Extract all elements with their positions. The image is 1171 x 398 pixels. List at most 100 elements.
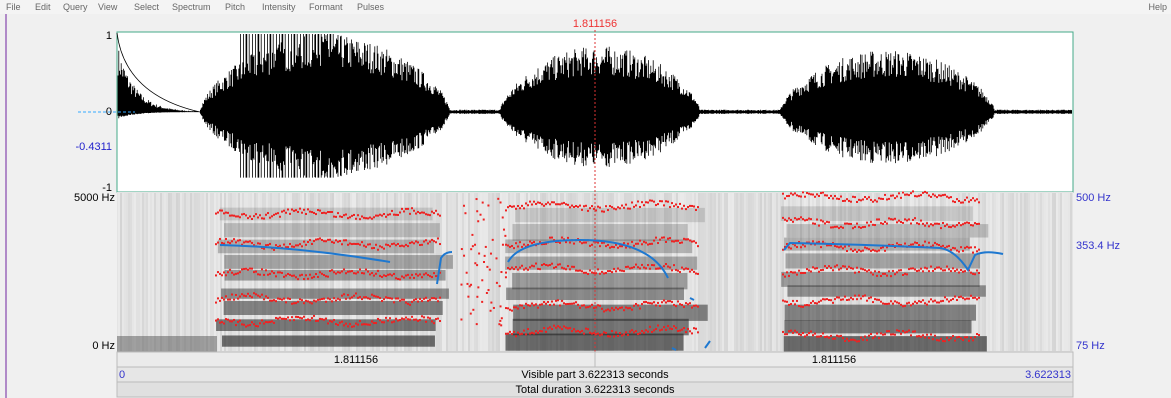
- formant-dot: [527, 269, 529, 271]
- formant-dot: [653, 301, 655, 303]
- formant-dot: [685, 238, 687, 240]
- formant-dot: [219, 322, 221, 324]
- formant-dot: [667, 238, 669, 240]
- spectral-noise: [134, 193, 136, 351]
- formant-dot: [958, 336, 960, 338]
- spectral-noise: [1004, 193, 1006, 351]
- formant-dot: [279, 245, 281, 247]
- freq-min: 0 Hz: [92, 340, 115, 352]
- formant-dot: [415, 240, 417, 242]
- formant-dot: [874, 199, 876, 201]
- formant-dot: [335, 323, 337, 325]
- formant-dot: [932, 193, 934, 195]
- formant-dot: [419, 212, 421, 214]
- pitch-min: 75 Hz: [1076, 340, 1105, 352]
- formant-dot: [667, 325, 669, 327]
- formant-dot: [641, 264, 643, 266]
- formant-dot: [788, 275, 790, 277]
- formant-dot: [411, 301, 413, 303]
- formant-dot: [391, 298, 393, 300]
- formant-dot: [505, 333, 507, 335]
- formant-dot: [259, 243, 261, 245]
- formant-dot: [611, 206, 613, 208]
- formant-dot: [507, 267, 509, 269]
- formant-dot: [886, 198, 888, 200]
- formant-dot: [697, 245, 699, 247]
- formant-dot: [315, 273, 317, 275]
- formant-dot: [814, 302, 816, 304]
- formant-dot: [794, 244, 796, 246]
- formant-dot: [635, 303, 637, 305]
- formant-dot: [531, 203, 533, 205]
- formant-dot: [802, 306, 804, 308]
- formant-dot: [605, 205, 607, 207]
- formant-dot: [976, 270, 978, 272]
- formant-dot: [920, 268, 922, 270]
- formant-dot: [683, 205, 685, 207]
- formant-dot: [257, 273, 259, 275]
- formant-dot: [297, 316, 299, 318]
- formant-dot: [952, 225, 954, 227]
- formant-dot: [385, 216, 387, 218]
- formant-dot: [235, 273, 237, 275]
- formant-dot: [361, 272, 363, 274]
- low-energy: [117, 336, 217, 352]
- spectral-noise: [1016, 193, 1018, 351]
- formant-dot: [403, 210, 405, 212]
- formant-dot: [549, 304, 551, 306]
- formant-dot: [267, 274, 269, 276]
- formant-dot: [279, 298, 281, 300]
- formant-dot: [541, 330, 543, 332]
- formant-dot: [467, 296, 469, 298]
- formant-dot: [387, 214, 389, 216]
- formant-dot: [245, 326, 247, 328]
- formant-dot: [543, 301, 545, 303]
- formant-dot: [822, 332, 824, 334]
- formant-dot: [515, 208, 517, 210]
- formant-dot: [978, 249, 980, 251]
- formant-dot: [559, 263, 561, 265]
- formant-dot: [407, 274, 409, 276]
- formant-dot: [219, 209, 221, 211]
- formant-dot: [912, 267, 914, 269]
- formant-dot: [693, 271, 695, 273]
- formant-dot: [896, 221, 898, 223]
- formant-dot: [898, 302, 900, 304]
- formant-dot: [511, 267, 513, 269]
- formant-dot: [966, 298, 968, 300]
- formant-dot: [607, 308, 609, 310]
- formant-dot: [952, 335, 954, 337]
- formant-dot: [918, 195, 920, 197]
- formant-dot: [423, 316, 425, 318]
- formant-dot: [836, 246, 838, 248]
- formant-dot: [850, 201, 852, 203]
- formant-dot: [502, 216, 504, 218]
- formant-dot: [962, 339, 964, 341]
- formant-dot: [856, 201, 858, 203]
- formant-dot: [521, 333, 523, 335]
- formant-dot: [531, 332, 533, 334]
- formant-dot: [625, 247, 627, 249]
- formant-dot: [225, 318, 227, 320]
- formant-dot: [629, 267, 631, 269]
- formant-dot: [261, 268, 263, 270]
- formant-dot: [567, 265, 569, 267]
- formant-dot: [812, 194, 814, 196]
- formant-dot: [876, 299, 878, 301]
- formant-dot: [824, 222, 826, 224]
- formant-dot: [914, 195, 916, 197]
- formant-dot: [671, 240, 673, 242]
- formant-dot: [842, 265, 844, 267]
- formant-dot: [221, 210, 223, 212]
- spectral-noise: [162, 193, 164, 351]
- formant-dot: [559, 242, 561, 244]
- formant-dot: [579, 205, 581, 207]
- formant-dot: [922, 270, 924, 272]
- formant-dot: [890, 300, 892, 302]
- formant-dot: [639, 206, 641, 208]
- spectral-noise: [738, 193, 740, 351]
- formant-dot: [405, 317, 407, 319]
- formant-dot: [393, 301, 395, 303]
- formant-dot: [277, 318, 279, 320]
- formant-dot: [285, 301, 287, 303]
